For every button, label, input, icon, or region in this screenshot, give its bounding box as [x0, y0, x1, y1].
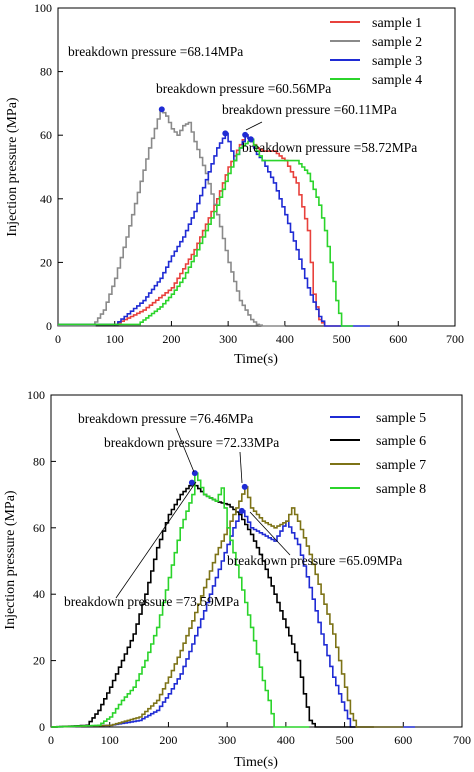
x-tick-label: 700: [446, 332, 464, 346]
chart-1: 0 100 200 300 400 500 600 700 0 20 40 60 80 100 Time…: [5, 1, 464, 367]
breakdown-marker: [238, 507, 245, 514]
x-tick-label: 400: [277, 733, 295, 747]
x-tick-label: 600: [389, 332, 407, 346]
breakdown-marker: [158, 106, 165, 113]
y-tick-label: 20: [40, 255, 52, 269]
marker-layer: [188, 470, 248, 514]
series-line-sample-8: [51, 472, 310, 728]
y-tick-label: 100: [34, 1, 52, 15]
y-tick-label: 0: [39, 720, 45, 734]
annotation-65-09: breakdown pressure =65.09MPa: [227, 553, 402, 568]
x-tick-label: 400: [276, 332, 294, 346]
x-tick-label: 500: [333, 332, 351, 346]
annotation-arrow-73-59: [115, 481, 197, 599]
legend: sample 5 sample 6 sample 7 sample 8: [330, 411, 426, 497]
annotation-arrow-60-11: [245, 121, 263, 131]
x-tick-label: 500: [336, 733, 354, 747]
y-tick-label: 40: [33, 587, 45, 601]
legend-label-sample-6: sample 6: [376, 434, 426, 449]
x-tick-label: 300: [219, 332, 237, 346]
breakdown-marker: [247, 136, 254, 143]
x-tick-label: 200: [162, 332, 180, 346]
legend-label-sample-2: sample 2: [372, 35, 422, 50]
y-tick-label: 0: [46, 319, 52, 333]
series-line-sample-3: [58, 132, 370, 327]
annotation-68-14: breakdown pressure =68.14MPa: [68, 44, 243, 59]
legend-label-sample-8: sample 8: [376, 482, 426, 497]
y-tick-label: 80: [33, 454, 45, 468]
y-tick-label: 60: [33, 521, 45, 535]
annotation-arrow-72-33: [239, 451, 243, 484]
y-axis-title: Injection pressure (MPa): [5, 97, 20, 237]
annotation-60-11: breakdown pressure =60.11MPa: [222, 102, 397, 117]
annotations: breakdown pressure =68.14MPa breakdown p…: [68, 44, 417, 155]
plot-frame: [50, 394, 463, 728]
y-tick-label: 60: [40, 128, 52, 142]
legend-label-sample-7: sample 7: [376, 458, 426, 473]
legend: sample 1 sample 2 sample 3 sample 4: [330, 16, 422, 88]
x-axis-title: Time(s): [234, 755, 278, 770]
y-axis: 0 20 40 60 80 100: [27, 388, 56, 734]
plot-frame: [57, 7, 456, 327]
x-tick-label: 100: [101, 733, 119, 747]
x-tick-label: 0: [55, 332, 61, 346]
series-layer: [51, 472, 415, 728]
series-line-sample-4: [58, 138, 353, 327]
series-line-sample-2: [58, 108, 285, 327]
breakdown-marker: [222, 130, 229, 137]
y-tick-label: 80: [40, 65, 52, 79]
breakdown-marker: [188, 479, 195, 486]
x-axis: 0 100 200 300 400 500 600 700: [48, 722, 471, 747]
annotation-arrow-76-46: [175, 427, 195, 473]
annotation-arrow-65-09: [249, 511, 291, 556]
y-axis: 0 20 40 60 80 100: [34, 1, 63, 333]
annotation-60-56: breakdown pressure =60.56MPa: [156, 81, 331, 96]
x-tick-label: 700: [453, 733, 471, 747]
x-axis: 0 100 200 300 400 500 600 700: [55, 321, 464, 346]
annotation-58-72: breakdown pressure =58.72MPa: [242, 140, 417, 155]
breakdown-marker: [241, 483, 248, 490]
series-line-sample-7: [51, 486, 404, 728]
marker-layer: [158, 106, 254, 143]
x-tick-label: 200: [159, 733, 177, 747]
x-tick-label: 300: [218, 733, 236, 747]
annotation-72-33: breakdown pressure =72.33MPa: [104, 435, 279, 450]
annotation-73-59: breakdown pressure =73.59MPa: [64, 594, 239, 609]
breakdown-marker: [191, 470, 198, 477]
y-tick-label: 100: [27, 388, 45, 402]
y-axis-title: Injection pressure (MPa): [3, 490, 18, 630]
x-tick-label: 0: [48, 733, 54, 747]
x-axis-title: Time(s): [234, 352, 278, 367]
chart-2: 0 100 200 300 400 500 600 700 0 20 40 60 80 100 Time…: [3, 388, 471, 770]
x-tick-label: 100: [106, 332, 124, 346]
series-layer: [58, 108, 370, 327]
y-tick-label: 40: [40, 192, 52, 206]
legend-label-sample-4: sample 4: [372, 73, 422, 88]
annotation-76-46: breakdown pressure =76.46MPa: [78, 411, 253, 426]
series-line-sample-6: [51, 481, 374, 728]
series-line-sample-1: [58, 134, 342, 327]
legend-label-sample-3: sample 3: [372, 54, 422, 69]
y-tick-label: 20: [33, 654, 45, 668]
legend-label-sample-5: sample 5: [376, 411, 426, 426]
breakdown-marker: [242, 131, 249, 138]
x-tick-label: 600: [394, 733, 412, 747]
annotations: breakdown pressure =76.46MPa breakdown p…: [64, 411, 402, 609]
legend-label-sample-1: sample 1: [372, 16, 422, 31]
